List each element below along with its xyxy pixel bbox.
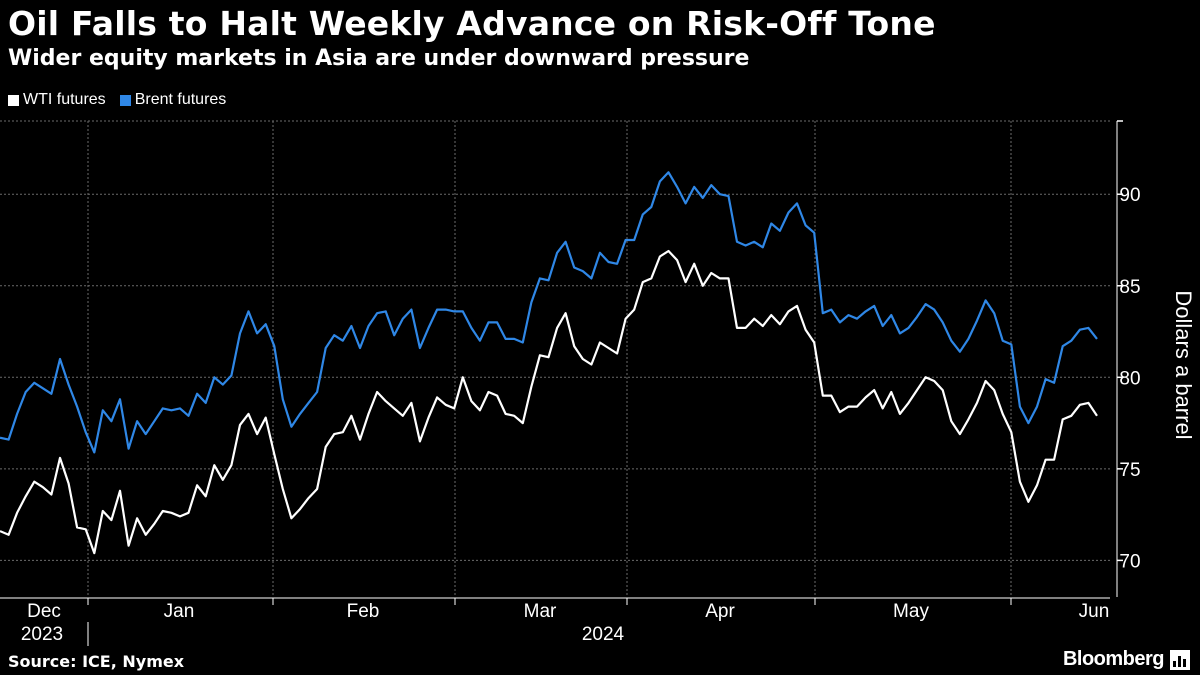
y-axis: 70 75 80 85 90 [1116,120,1141,597]
y-axis-label: Dollars a barrel [1171,290,1196,439]
series-line-wti-futures [0,249,1098,555]
x-month-label: Feb [347,601,380,622]
x-month-label: Jun [1079,601,1110,622]
x-month-label: Dec [27,601,61,622]
y-tick-label: 75 [1119,460,1140,481]
x-month-label: Mar [524,601,557,622]
grid-lines [0,120,1110,597]
chart-title: Oil Falls to Halt Weekly Advance on Risk… [8,4,936,43]
bloomberg-logo: Bloomberg [1063,648,1190,671]
series-line-brent-futures [0,171,1098,454]
legend-label-brent: Brent futures [134,91,227,108]
legend-swatch-brent [119,94,131,106]
x-month-label: May [893,601,929,622]
x-year-label: 2023 [21,624,63,645]
y-tick-label: 80 [1119,368,1140,389]
legend: WTI futures Brent futures [8,91,226,109]
x-axis: Dec Jan Feb Mar Apr May Jun 2023 2024 [0,597,1110,646]
chart-subtitle: Wider equity markets in Asia are under d… [8,46,750,71]
y-tick-label: 90 [1119,185,1140,206]
x-month-label: Apr [705,601,735,622]
series-lines [0,171,1098,555]
legend-label-wti: WTI futures [23,91,106,108]
y-tick-label: 85 [1119,277,1140,298]
x-month-label: Jan [164,601,195,622]
legend-swatch-wti [8,94,19,106]
legend-item-wti[interactable]: WTI futures [8,91,106,109]
brand-name: Bloomberg [1062,648,1165,670]
legend-item-brent[interactable]: Brent futures [119,91,227,109]
x-year-label: 2024 [582,624,625,645]
source-note: Source: ICE, Nymex [8,652,185,671]
y-tick-label: 70 [1119,551,1140,572]
bloomberg-chart-icon [1170,649,1190,670]
